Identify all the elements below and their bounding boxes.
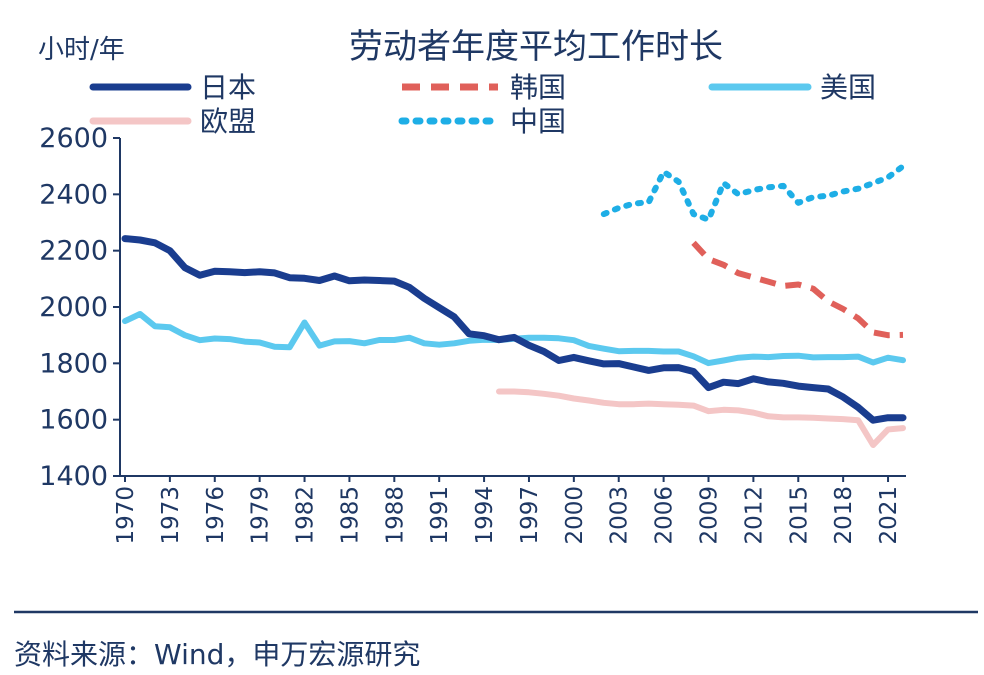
x-tick-label: 2021 (876, 486, 902, 545)
legend-item-china: 中国 (398, 105, 566, 138)
x-tick-label: 1973 (158, 486, 184, 545)
x-tick-label: 2015 (786, 486, 812, 545)
y-axis-unit-label: 小时/年 (38, 35, 125, 65)
x-tick-label: 2009 (697, 486, 723, 545)
legend-item-korea: 韩国 (402, 71, 566, 104)
chart-title: 劳动者年度平均工作时长 (349, 27, 723, 67)
series-line-eu (496, 388, 906, 448)
x-tick-label: 1979 (248, 486, 274, 545)
series-line-china (600, 163, 906, 223)
y-tick-label: 2000 (39, 292, 108, 323)
legend-item-japan: 日本 (89, 71, 256, 104)
series-line-japan (121, 235, 907, 424)
x-tick-label: 2018 (831, 486, 857, 545)
legend-item-eu: 欧盟 (89, 105, 256, 138)
series-line-korea (691, 240, 904, 339)
y-tick-label: 2600 (39, 123, 108, 154)
x-tick-label: 1985 (337, 486, 363, 545)
x-tick-label: 2000 (562, 486, 588, 545)
legend: 日本 韩国 美国 欧盟 中国 (89, 71, 876, 138)
x-tick-label: 1994 (472, 486, 498, 545)
y-tick-label: 1600 (39, 405, 108, 436)
x-tick-label: 1997 (517, 486, 543, 545)
y-tick-label: 1400 (39, 461, 108, 492)
legend-label-eu: 欧盟 (200, 105, 256, 138)
legend-label-korea: 韩国 (510, 71, 566, 104)
x-tick-label: 1970 (113, 486, 139, 545)
x-tick-label: 1982 (293, 486, 319, 545)
legend-item-usa: 美国 (708, 71, 876, 104)
source-note: 资料来源：Wind，申万宏源研究 (14, 638, 420, 671)
legend-label-china: 中国 (510, 105, 566, 138)
series-layer (121, 163, 907, 448)
x-tick-label: 1988 (382, 486, 408, 545)
legend-label-usa: 美国 (820, 71, 876, 104)
x-tick-label: 2006 (652, 486, 678, 545)
legend-label-japan: 日本 (200, 71, 256, 104)
x-tick-label: 1991 (427, 486, 453, 545)
y-tick-label: 1800 (39, 348, 108, 379)
x-tick-label: 2003 (607, 486, 633, 545)
y-tick-label: 2400 (39, 179, 108, 210)
x-tick-label: 1976 (203, 486, 229, 545)
x-tick-label: 2012 (741, 486, 767, 545)
y-tick-label: 2200 (39, 236, 108, 267)
